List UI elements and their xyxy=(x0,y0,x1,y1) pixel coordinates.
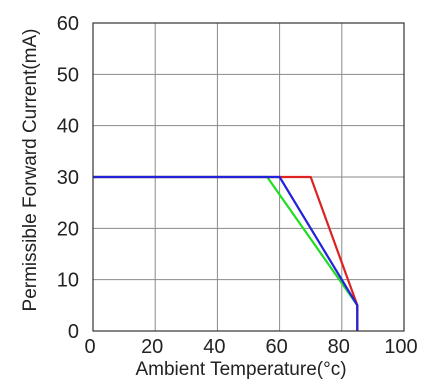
x-tick-label: 40 xyxy=(203,336,225,358)
y-tick-label: 0 xyxy=(68,321,79,343)
series-line-1 xyxy=(93,175,359,331)
x-tick-label: 0 xyxy=(84,336,95,358)
x-tick-label: 80 xyxy=(328,336,350,358)
series-line-2 xyxy=(93,175,359,331)
plot-area-frame xyxy=(92,22,405,332)
y-axis-title: Permissible Forward Current(mA) xyxy=(20,29,41,312)
y-tick-label: 50 xyxy=(57,64,79,86)
y-axis-tick-labels: 0 10 20 30 40 50 60 xyxy=(57,13,79,343)
x-axis-title: Ambient Temperature(°c) xyxy=(135,359,346,380)
series-lines xyxy=(93,175,359,331)
x-tick-label: 60 xyxy=(265,336,287,358)
y-tick-label: 10 xyxy=(57,270,79,292)
x-tick-label: 100 xyxy=(384,336,417,358)
x-axis-tick-labels: 0 20 40 60 80 100 xyxy=(84,336,417,358)
y-tick-label: 20 xyxy=(57,218,79,240)
x-tick-label: 20 xyxy=(141,336,163,358)
y-tick-label: 40 xyxy=(57,116,79,138)
series-line-3 xyxy=(93,175,359,331)
y-tick-label: 60 xyxy=(57,13,79,35)
y-tick-label: 30 xyxy=(57,167,79,189)
